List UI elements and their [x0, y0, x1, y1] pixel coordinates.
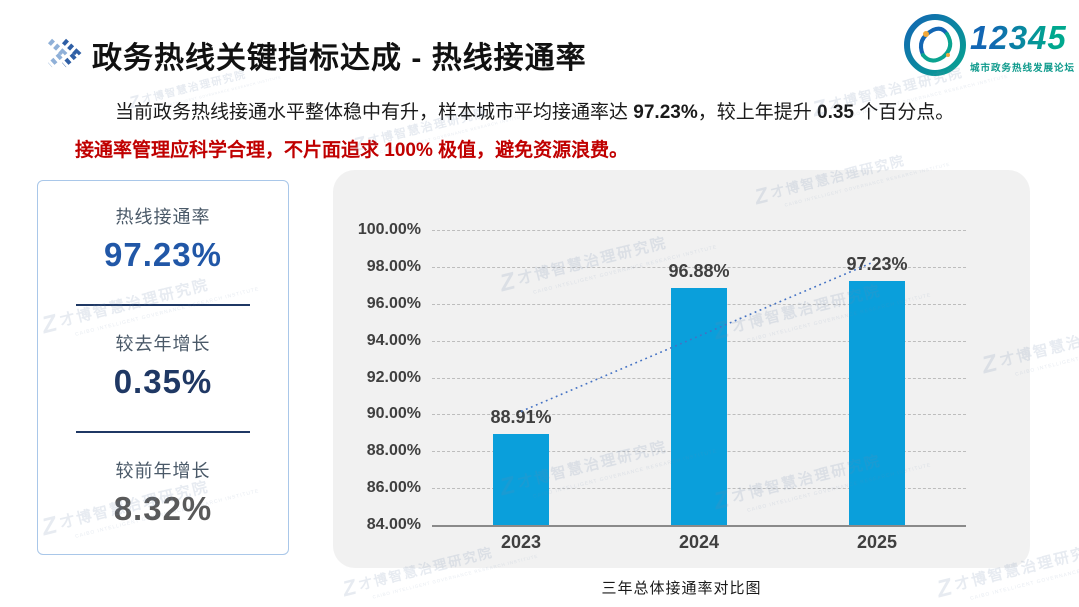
stat-label: 热线接通率	[115, 207, 211, 227]
bar-value-label: 88.91%	[490, 407, 552, 428]
summary-part: 当前政务热线接通水平整体稳中有升，样本城市平均接通率达	[115, 102, 634, 123]
bar-value-label: 96.88%	[668, 260, 730, 281]
bar-2023	[493, 434, 549, 525]
stat-divider	[76, 304, 250, 306]
summary-text: 当前政务热线接通水平整体稳中有升，样本城市平均接通率达 97.23%，较上年提升…	[75, 97, 1035, 124]
stat-divider	[76, 431, 250, 433]
bar-2024	[671, 287, 727, 525]
stat-value: 0.35%	[113, 363, 213, 400]
x-axis-line	[432, 525, 966, 527]
x-axis-label: 2023	[500, 532, 542, 552]
y-axis-tick-label: 84.00%	[366, 516, 421, 533]
stat-label: 较前年增长	[115, 461, 211, 481]
stat-item: 较去年增长 0.35%	[114, 334, 213, 401]
y-axis-tick-label: 92.00%	[366, 368, 421, 386]
y-axis-tick-label: 100.00%	[357, 221, 421, 238]
y-axis-tick-label: 98.00%	[366, 257, 421, 275]
bar-value-label: 97.23%	[846, 254, 908, 275]
stat-item: 热线接通率 97.23%	[104, 207, 222, 274]
y-axis-tick-label: 96.00%	[366, 294, 421, 312]
stat-item: 较前年增长 8.32%	[114, 461, 213, 528]
chart-caption: 三年总体接通率对比图	[601, 580, 762, 597]
x-axis-label: 2024	[678, 532, 720, 552]
summary-part: 个百分点。	[854, 102, 955, 123]
summary-part: ，较上年提升	[697, 102, 818, 123]
stat-label: 较去年增长	[115, 334, 211, 354]
y-axis-tick-label: 90.00%	[366, 405, 421, 423]
y-axis-tick-label: 86.00%	[366, 479, 421, 497]
stat-value: 97.23%	[104, 236, 222, 273]
gridline	[432, 230, 966, 231]
summary-highlight-delta: 0.35	[817, 102, 854, 123]
warning-text: 接通率管理应科学合理，不片面追求 100% 极值，避免资源浪费。	[75, 140, 629, 161]
double-chevron-icon	[47, 38, 82, 68]
x-axis-label: 2025	[856, 532, 898, 552]
stat-card: 热线接通率 97.23% 较去年增长 0.35% 较前年增长 8.32%	[37, 180, 289, 555]
page-title: 政务热线关键指标达成 - 热线接通率	[92, 42, 587, 75]
logo-tagline: 城市政务热线发展论坛	[970, 63, 1076, 74]
y-axis-tick-label: 88.00%	[366, 442, 421, 460]
summary-highlight-rate: 97.23%	[633, 102, 698, 123]
logo-number: 12345	[970, 19, 1067, 56]
y-axis-tick-label: 94.00%	[366, 331, 421, 349]
logo-emblem-icon	[904, 14, 966, 76]
bar-chart: 84.00% 86.00% 88.00% 90.00% 92.00% 94.00% 96.0…	[333, 170, 1030, 568]
stat-value: 8.32%	[113, 490, 213, 527]
bar-2025	[849, 281, 905, 525]
